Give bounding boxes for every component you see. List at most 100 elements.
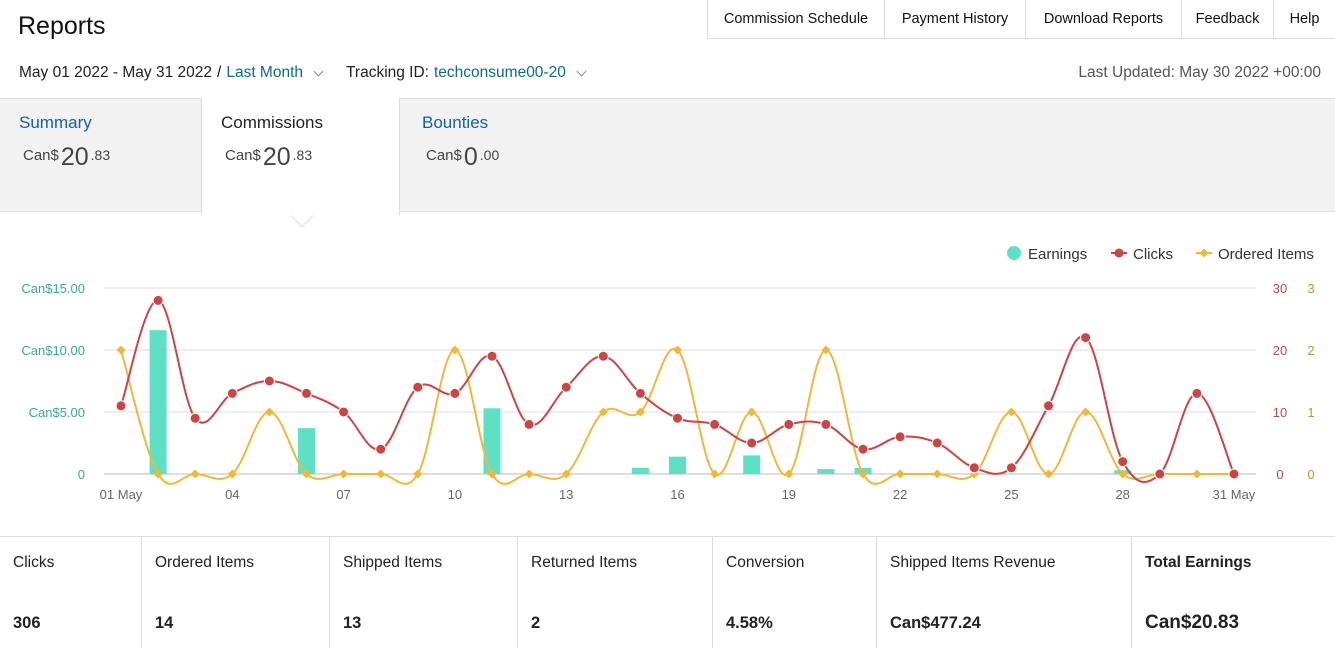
stat-conversion: Conversion 4.58% [713,537,877,648]
clicks-point [783,418,795,430]
legend-ordered-swatch [1199,248,1209,258]
legend-ordered-label: Ordered Items [1218,246,1314,263]
tab-bounties[interactable]: Bounties Can$0.00 [403,99,604,213]
ordered-items-point [858,469,868,479]
ordered-items-point [710,469,720,479]
chevron-down-icon[interactable] [313,66,324,76]
ordered-items-point [116,345,126,355]
ordered-items-point [450,345,460,355]
ordered-items-point [227,469,237,479]
y-right-tick-label: 3 [1307,281,1314,296]
x-tick-label: 04 [225,487,239,502]
legend-earnings-label: Earnings [1028,246,1087,263]
ordered-items-point [895,469,905,479]
date-separator: / [217,64,222,81]
clicks-point [1005,462,1017,474]
y-left-tick-label: 0 [78,467,85,482]
amount-cents: .83 [292,147,313,163]
clicks-point [115,400,127,412]
stat-label: Shipped Items [343,554,443,571]
download-reports-link[interactable]: Download Reports [1026,0,1182,38]
clicks-point [375,443,387,455]
tab-label[interactable]: Summary [19,113,92,132]
report-header: Reports Commission Schedule Payment Hist… [0,0,1335,98]
legend-earnings-swatch [1007,246,1021,260]
clicks-point [338,406,350,418]
currency: Can$ [23,147,59,164]
stat-value: 4.58% [726,614,773,632]
y-mid-tick-label: 30 [1273,281,1287,296]
x-tick-label: 07 [336,487,350,502]
ordered-items-point [1118,469,1128,479]
ordered-items-point [1081,407,1091,417]
y-left-tick-label: Can$10.00 [21,343,85,358]
earnings-bar [817,469,835,474]
ordered-items-point [598,407,608,417]
earnings-bar [149,330,167,474]
chevron-down-icon[interactable] [576,66,587,76]
date-range: May 01 2022 - May 31 2022 [19,64,213,81]
amount-whole: 20 [262,143,291,171]
ordered-items-point [190,469,200,479]
clicks-point [412,381,424,393]
stat-label: Returned Items [531,554,637,571]
stat-label: Total Earnings [1145,554,1252,571]
clicks-line [120,299,1235,483]
feedback-link[interactable]: Feedback [1182,0,1274,38]
stat-label: Conversion [726,554,805,571]
ordered-items-point [1006,407,1016,417]
earnings-bar [669,456,686,474]
help-link[interactable]: Help [1289,11,1320,27]
last-updated: Last Updated: May 30 2022 +00:00 [1078,64,1321,81]
stat-shipped-revenue: Shipped Items Revenue Can$477.24 [877,537,1132,648]
tab-amount: Can$0.00 [426,143,499,172]
stat-shipped-items: Shipped Items 13 [330,537,518,648]
y-mid-tick-label: 0 [1276,467,1283,482]
stat-label: Clicks [13,554,55,571]
clicks-point [1043,400,1054,412]
x-tick-label: 22 [893,487,907,502]
period-dropdown[interactable]: Last Month [226,64,304,81]
clicks-point [1228,468,1240,480]
tracking-id-dropdown[interactable]: techconsume00-20 [434,64,566,81]
tab-label[interactable]: Bounties [422,113,489,132]
ordered-items-point [747,407,757,417]
earnings-chart: 0 0 0 Can$5.00 10 1 Can$10.00 20 2 Can$15.00 30 3 01… [21,246,1315,502]
currency: Can$ [426,147,462,164]
ordered-items-point [339,469,349,479]
clicks-point [709,418,721,430]
tab-commissions[interactable]: Commissions Can$20.83 [201,98,400,228]
clicks-point [1154,468,1166,480]
stat-clicks: Clicks 306 [0,537,142,648]
earnings-bar [298,428,315,474]
clicks-point [1191,387,1203,399]
legend-clicks-swatch [1114,248,1124,258]
ordered-items-point [302,469,311,479]
x-tick-label: 10 [448,487,462,502]
clicks-point [968,462,980,474]
payment-history-link[interactable]: Payment History [885,0,1026,38]
y-mid-tick-label: 20 [1273,343,1287,358]
report-filters: May 01 2022 - May 31 2022 / Last Month T… [19,64,595,82]
clicks-point [486,350,498,362]
clicks-point [894,431,906,443]
x-tick-label: 01 May [100,487,143,502]
amount-cents: .83 [90,147,111,163]
y-right-tick-label: 1 [1307,405,1314,420]
ordered-items-point [821,345,831,355]
clicks-point [189,412,201,424]
tab-label[interactable]: Commissions [221,113,324,132]
commission-schedule-link[interactable]: Commission Schedule [708,0,885,38]
tab-summary[interactable]: Summary Can$20.83 [0,99,201,213]
earnings-bar [743,455,761,474]
y-right-tick-label: 2 [1307,343,1314,358]
clicks-point [449,387,461,399]
amount-whole: 20 [60,143,89,171]
y-left-tick-label: Can$15.00 [21,281,85,296]
x-tick-label: 25 [1004,487,1018,502]
ordered-items-point [487,469,497,479]
stat-returned-items: Returned Items 2 [518,537,713,648]
clicks-point [931,437,943,449]
clicks-point [1117,456,1129,468]
ordered-items-point [932,469,942,479]
